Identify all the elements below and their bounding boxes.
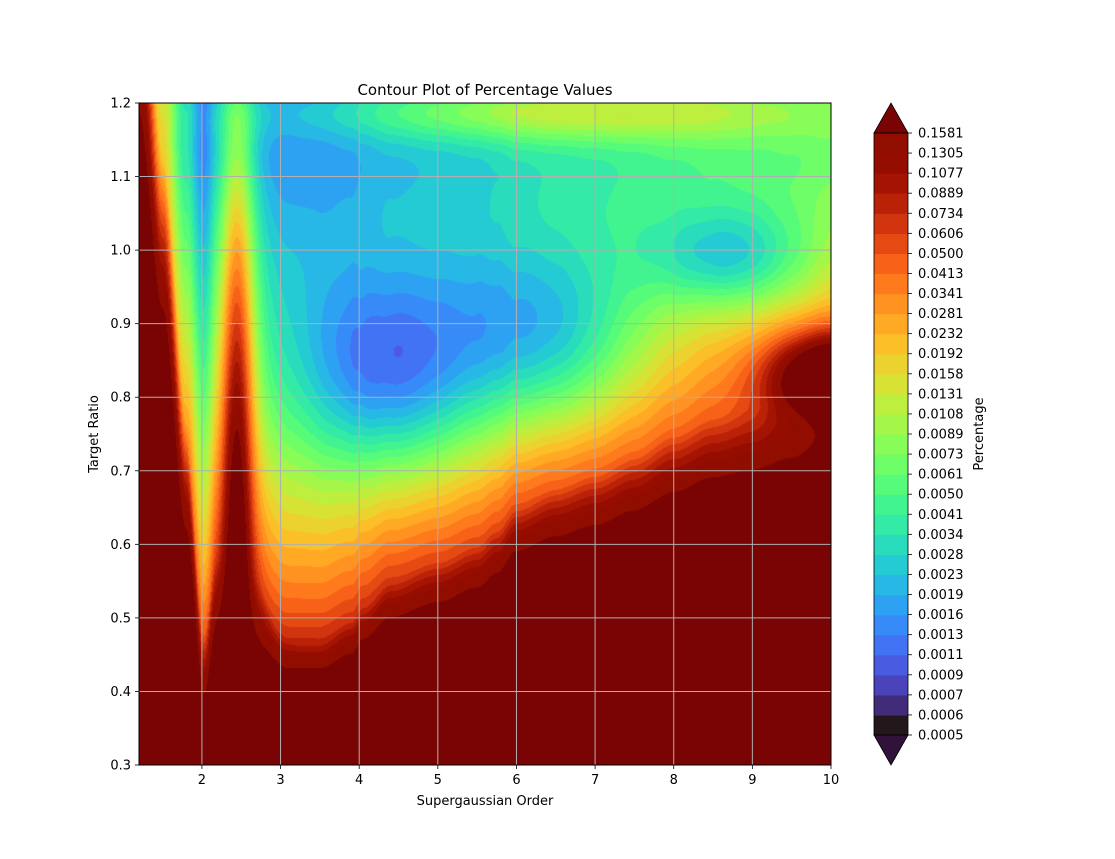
x-tick-label: 5 [434, 773, 442, 788]
colorbar-tick-label: 0.0341 [918, 287, 964, 302]
y-tick-label: 0.9 [110, 317, 131, 332]
y-tick-label: 0.7 [110, 464, 131, 479]
colorbar-tick-label: 0.0009 [918, 668, 964, 683]
colorbar-tick-label: 0.1581 [918, 127, 964, 142]
plot-area [138, 102, 832, 766]
colorbar-tick-label: 0.0006 [918, 708, 964, 723]
colorbar-tick-label: 0.0007 [918, 688, 964, 703]
colorbar-tick-label: 0.0028 [918, 548, 964, 563]
colorbar-bands [874, 133, 908, 736]
colorbar: 0.0005 0.0006 0.0007 0.0009 0.0011 0.0013 0.00… [873, 102, 987, 766]
colorbar-ticks: 0.0005 0.0006 0.0007 0.0009 0.0011 0.0013 0.00… [908, 127, 964, 744]
x-axis-ticks: 2 3 4 5 6 7 8 9 10 [198, 765, 840, 788]
colorbar-tick-label: 0.0016 [918, 608, 964, 623]
plot-frame [138, 102, 832, 766]
colorbar-tick-label: 0.0041 [918, 508, 964, 523]
colorbar-tick-label: 0.0061 [918, 468, 964, 483]
colorbar-band [874, 413, 908, 435]
x-tick-label: 2 [198, 773, 206, 788]
colorbar-band [874, 273, 908, 295]
colorbar-tick-label: 0.0089 [918, 428, 964, 443]
colorbar-tick-label: 0.0011 [918, 648, 964, 663]
x-tick-label: 10 [823, 773, 840, 788]
colorbar-band [874, 213, 908, 234]
colorbar-tick-label: 0.0108 [918, 407, 964, 422]
colorbar-tick-label: 0.0413 [918, 267, 964, 282]
y-axis-ticks: 0.3 0.4 0.5 0.6 0.7 0.8 0.9 1.0 1.1 1.2 [110, 97, 139, 774]
y-tick-label: 1.2 [110, 97, 131, 112]
colorbar-tick-label: 0.0734 [918, 207, 964, 222]
y-tick-label: 0.3 [110, 759, 131, 774]
colorbar-label: Percentage [972, 397, 987, 470]
colorbar-band [874, 153, 908, 174]
colorbar-band [874, 133, 908, 154]
colorbar-tick-label: 0.0158 [918, 367, 964, 382]
colorbar-tick-label: 0.0073 [918, 448, 964, 463]
colorbar-tick-label: 0.0034 [918, 528, 964, 543]
x-tick-label: 8 [670, 773, 678, 788]
colorbar-under-arrow [873, 734, 909, 766]
colorbar-band [874, 674, 908, 696]
x-tick-label: 7 [591, 773, 599, 788]
colorbar-tick-label: 0.0192 [918, 347, 964, 362]
x-tick-label: 9 [748, 773, 756, 788]
colorbar-tick-label: 0.0500 [918, 247, 964, 262]
colorbar-tick-label: 0.0023 [918, 568, 964, 583]
colorbar-band [874, 714, 908, 736]
colorbar-band [874, 534, 908, 555]
x-tick-label: 6 [512, 773, 520, 788]
colorbar-band [874, 293, 908, 315]
y-tick-label: 0.5 [110, 611, 131, 626]
colorbar-tick-label: 0.0019 [918, 588, 964, 603]
colorbar-band [874, 333, 908, 355]
colorbar-band [874, 253, 908, 275]
y-tick-label: 0.8 [110, 391, 131, 406]
colorbar-band [874, 594, 908, 616]
colorbar-band [874, 373, 908, 395]
colorbar-band [874, 233, 908, 254]
y-tick-label: 1.0 [110, 244, 131, 259]
colorbar-band [874, 694, 908, 716]
x-tick-label: 4 [355, 773, 363, 788]
colorbar-band [874, 634, 908, 656]
colorbar-tick-label: 0.0232 [918, 327, 964, 342]
colorbar-band [874, 454, 908, 475]
colorbar-band [874, 654, 908, 676]
colorbar-tick-label: 0.1077 [918, 167, 964, 182]
y-axis-label: Target Ratio [87, 395, 102, 474]
contour-fill [139, 103, 831, 765]
y-tick-label: 0.6 [110, 538, 131, 553]
colorbar-band [874, 173, 908, 194]
chart-title: Contour Plot of Percentage Values [357, 81, 612, 99]
colorbar-tick-label: 0.0889 [918, 187, 964, 202]
colorbar-tick-label: 0.0281 [918, 307, 964, 322]
colorbar-band [874, 494, 908, 515]
y-tick-label: 0.4 [110, 685, 131, 700]
grid [139, 103, 831, 765]
colorbar-tick-label: 0.1305 [918, 147, 964, 162]
colorbar-over-arrow [873, 102, 909, 134]
colorbar-band [874, 393, 908, 415]
colorbar-band [874, 574, 908, 596]
colorbar-band [874, 514, 908, 535]
y-tick-label: 1.1 [110, 170, 131, 185]
colorbar-tick-label: 0.0050 [918, 488, 964, 503]
colorbar-tick-label: 0.0131 [918, 387, 964, 402]
colorbar-tick-label: 0.0606 [918, 227, 964, 242]
colorbar-band [874, 474, 908, 495]
colorbar-band [874, 614, 908, 636]
colorbar-band [874, 434, 908, 455]
colorbar-tick-label: 0.0013 [918, 628, 964, 643]
colorbar-band [874, 554, 908, 576]
colorbar-band [874, 193, 908, 214]
x-axis-label: Supergaussian Order [417, 794, 554, 809]
colorbar-tick-label: 0.0005 [918, 729, 964, 744]
x-tick-label: 3 [276, 773, 284, 788]
colorbar-band [874, 353, 908, 375]
colorbar-band [874, 313, 908, 335]
